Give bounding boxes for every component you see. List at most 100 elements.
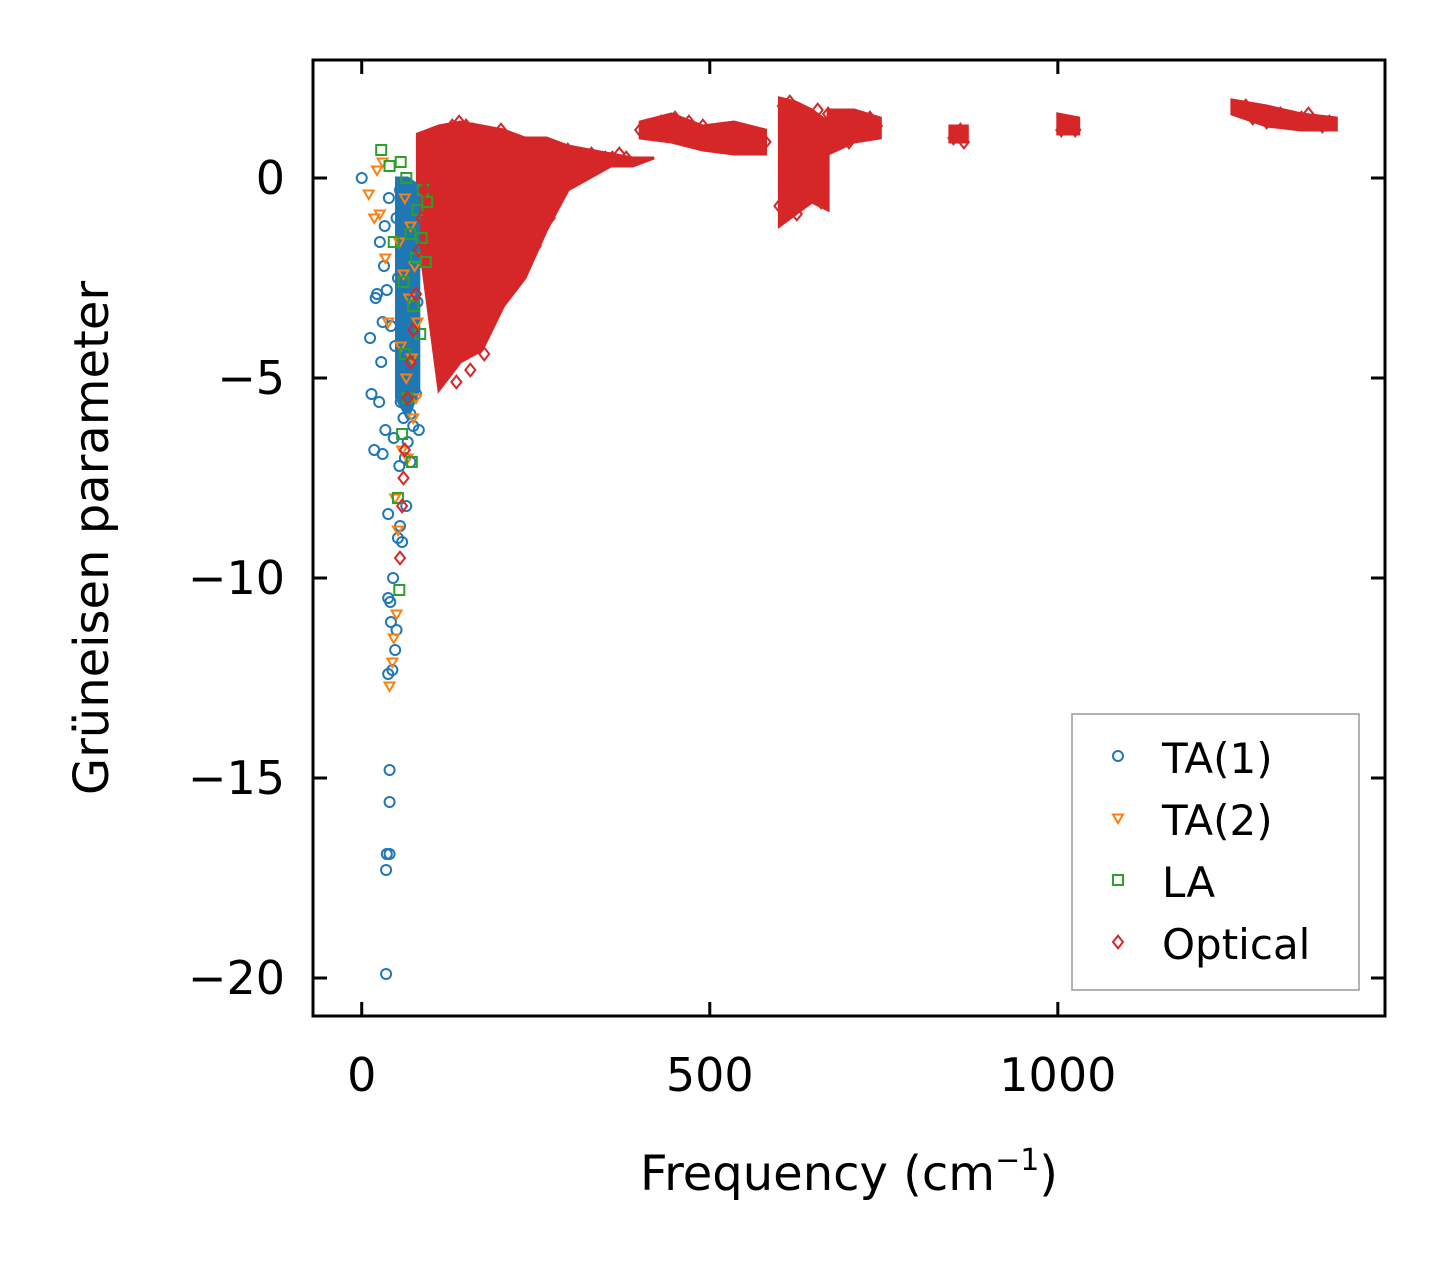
point-optical <box>561 142 575 158</box>
point-optical <box>1281 110 1294 126</box>
point-ta-2 <box>373 209 387 221</box>
point-optical <box>870 118 884 134</box>
point-optical <box>1274 106 1287 122</box>
point-optical <box>438 126 452 142</box>
point-la <box>393 584 406 596</box>
point-optical <box>807 178 821 194</box>
y-tick-label: −5 <box>217 351 285 405</box>
point-ta-1 <box>375 356 388 368</box>
point-optical <box>675 122 689 138</box>
point-optical <box>585 146 598 162</box>
point-ta-1 <box>376 448 389 460</box>
point-ta-2 <box>386 633 401 645</box>
point-ta-1 <box>387 572 400 584</box>
point-la <box>394 156 407 168</box>
point-optical <box>564 162 577 178</box>
point-optical <box>759 134 772 150</box>
point-ta-2 <box>389 609 404 621</box>
legend-label-ta-2: TA(2) <box>1161 796 1273 845</box>
point-ta-1 <box>355 172 368 184</box>
point-optical <box>398 442 412 458</box>
dense-region-optical-0 <box>415 120 655 394</box>
point-ta-2 <box>367 213 382 225</box>
point-optical <box>818 138 831 154</box>
point-optical <box>436 358 449 374</box>
point-ta-2 <box>398 193 412 205</box>
point-ta-1 <box>364 332 377 344</box>
legend-marker-la <box>1112 874 1124 886</box>
point-ta-1 <box>390 212 403 224</box>
point-optical <box>1068 122 1082 138</box>
point-optical <box>1309 114 1322 130</box>
point-optical <box>682 114 696 130</box>
point-optical <box>842 134 856 150</box>
point-optical <box>543 210 556 226</box>
point-optical <box>863 110 877 126</box>
point-optical <box>550 182 563 198</box>
point-optical <box>464 362 477 378</box>
point-ta-2 <box>396 269 411 281</box>
point-optical <box>512 186 526 202</box>
point-ta-2 <box>406 413 420 425</box>
point-optical <box>745 130 758 146</box>
point-ta-1 <box>365 388 378 400</box>
point-optical <box>800 122 814 138</box>
point-ta-1 <box>383 796 396 808</box>
point-optical <box>773 198 786 214</box>
point-ta-1 <box>383 764 396 776</box>
point-ta-1 <box>379 424 392 436</box>
x-tick-label: 500 <box>666 1048 754 1102</box>
point-optical <box>477 346 491 362</box>
point-optical <box>957 134 971 150</box>
legend-marker-ta-1 <box>1112 750 1124 762</box>
point-la <box>391 492 404 504</box>
point-optical <box>536 194 549 210</box>
point-optical <box>406 322 420 338</box>
point-la <box>375 144 388 156</box>
point-ta-1 <box>386 664 399 676</box>
point-optical <box>696 118 710 134</box>
point-optical <box>950 126 964 142</box>
axis-ticks: 0 500 1000 0 −5 −10 −15 −20 <box>188 60 1385 1102</box>
point-ta-2 <box>361 189 376 201</box>
point-optical <box>393 550 407 566</box>
point-optical <box>466 122 480 138</box>
point-optical <box>498 230 512 246</box>
point-optical <box>404 354 417 370</box>
point-optical <box>668 110 682 126</box>
point-optical <box>856 122 870 138</box>
point-ta-1 <box>393 460 406 472</box>
point-optical <box>425 146 438 162</box>
point-optical <box>501 286 515 302</box>
point-optical <box>647 122 661 138</box>
legend: TA(1) TA(2) LA Optical <box>1071 713 1360 991</box>
point-ta-1 <box>382 192 395 204</box>
legend-marker-ta-2 <box>1111 813 1125 825</box>
point-optical <box>780 190 793 206</box>
point-optical <box>505 158 519 174</box>
point-ta-1 <box>396 536 409 548</box>
point-ta-2 <box>381 317 395 329</box>
point-ta-1 <box>380 284 393 296</box>
point-ta-1 <box>382 508 395 520</box>
point-optical <box>640 118 654 134</box>
point-optical <box>787 134 800 150</box>
legend-marker-optical <box>1111 934 1125 950</box>
point-optical <box>1302 106 1315 122</box>
point-optical <box>578 158 591 174</box>
legend-label-la: LA <box>1162 858 1215 907</box>
point-optical <box>797 186 811 202</box>
point-optical <box>450 374 463 390</box>
point-optical <box>494 122 508 138</box>
x-tick-label: 0 <box>347 1048 376 1102</box>
point-la <box>404 228 417 240</box>
point-optical <box>487 138 501 154</box>
point-optical <box>412 242 426 258</box>
point-optical <box>515 266 529 282</box>
point-optical <box>661 118 675 134</box>
point-ta-1 <box>384 596 397 608</box>
point-ta-2 <box>370 165 384 177</box>
point-ta-2 <box>391 525 405 537</box>
point-optical <box>491 290 505 306</box>
